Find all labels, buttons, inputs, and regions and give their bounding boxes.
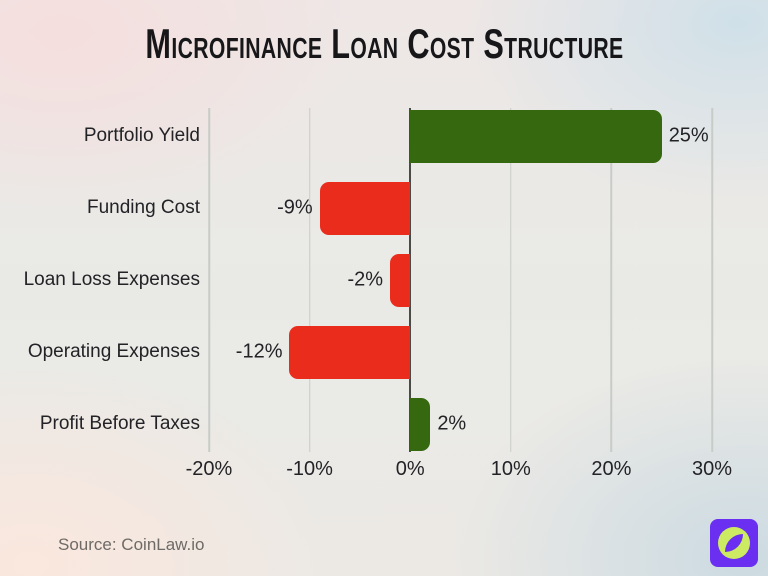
compass-needle-icon — [725, 534, 743, 552]
category-label-operating-expenses: Operating Expenses — [27, 341, 200, 362]
bar-loan-loss-expenses — [390, 253, 411, 307]
compass-icon — [718, 527, 750, 559]
category-label-portfolio-yield: Portfolio Yield — [83, 125, 200, 146]
gridline-10% — [510, 108, 512, 452]
chart-title: Microfinance Loan Cost Structure — [0, 20, 768, 67]
gridline-20% — [610, 108, 613, 452]
x-tick-label: 0% — [395, 458, 425, 480]
zero-baseline — [409, 108, 412, 452]
gridline--10% — [308, 108, 311, 452]
x-tick-label: -10% — [286, 458, 333, 480]
gridline-30% — [711, 108, 713, 452]
x-tick-label: 10% — [490, 458, 531, 480]
category-label-loan-loss-expenses: Loan Loss Expenses — [23, 269, 200, 290]
value-label-operating-expenses: -12% — [235, 340, 283, 363]
x-tick-label: 30% — [691, 458, 733, 480]
bar-operating-expenses — [289, 325, 411, 379]
chart-title-text: Microfinance Loan Cost Structure — [144, 20, 624, 67]
value-label-portfolio-yield: 25% — [668, 124, 709, 147]
category-label-funding-cost: Funding Cost — [86, 197, 200, 218]
category-label-profit-before-taxes: Profit Before Taxes — [39, 413, 200, 434]
gridline--20% — [208, 108, 210, 452]
bar-portfolio-yield — [410, 109, 662, 163]
bar-profit-before-taxes — [410, 397, 431, 451]
x-tick-label: -20% — [185, 458, 233, 480]
value-label-funding-cost: -9% — [277, 196, 313, 219]
value-label-loan-loss-expenses: -2% — [347, 268, 384, 291]
bar-funding-cost — [319, 181, 411, 235]
source-text: Source: CoinLaw.io — [58, 535, 205, 554]
value-label-profit-before-taxes: 2% — [437, 412, 467, 435]
x-tick-label: 20% — [591, 458, 632, 480]
plot-area: -20% -10% 0% 10% 20% 30% 25% Portfolio Yield -9%… — [24, 108, 732, 480]
brand-logo — [710, 519, 758, 567]
